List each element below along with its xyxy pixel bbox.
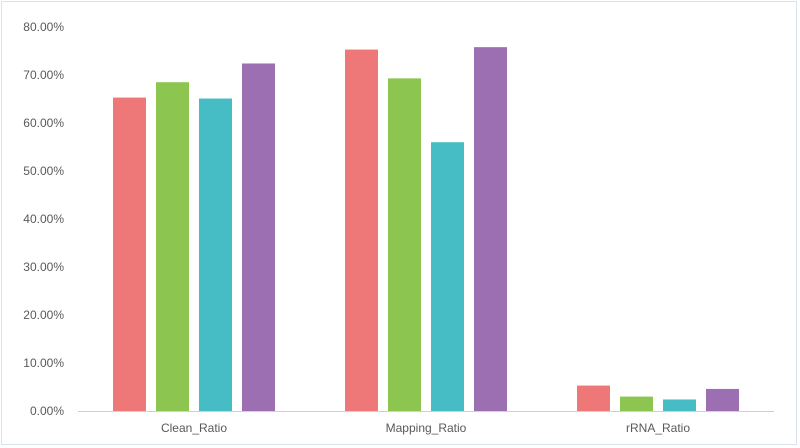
y-tick-label: 0.00% [30,404,64,418]
bar [620,396,653,411]
y-axis-ticks: 0.00% 10.00% 20.00% 30.00% 40.00% 50.00% 60.00… [23,20,64,418]
bar [663,399,696,411]
y-tick-label: 80.00% [23,20,64,34]
bar [474,47,507,411]
y-tick-label: 30.00% [23,260,64,274]
y-tick-label: 60.00% [23,116,64,130]
bar [156,82,189,411]
y-tick-label: 50.00% [23,164,64,178]
bar [199,98,232,412]
x-category-label: Mapping_Ratio [386,421,467,435]
x-category-label: Clean_Ratio [161,421,227,435]
bar [345,49,378,412]
y-tick-label: 20.00% [23,308,64,322]
x-axis-categories: Clean_Ratio Mapping_Ratio rRNA_Ratio [161,421,690,435]
bar [431,142,464,411]
bar [577,385,610,411]
bar [388,78,421,412]
y-tick-label: 40.00% [23,212,64,226]
bars [113,47,739,412]
x-category-label: rRNA_Ratio [626,421,690,435]
bar [113,97,146,411]
bar [242,63,275,411]
bar [706,388,739,411]
y-tick-label: 10.00% [23,356,64,370]
y-tick-label: 70.00% [23,68,64,82]
